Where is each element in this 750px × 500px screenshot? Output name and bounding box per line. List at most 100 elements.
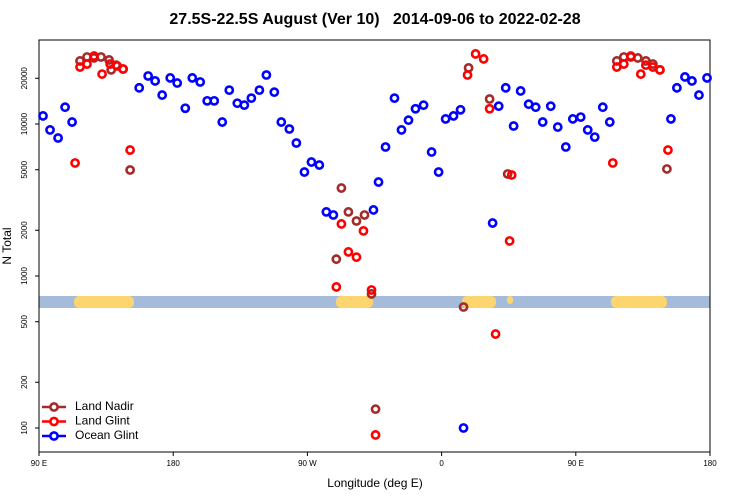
land-band	[462, 296, 496, 308]
point	[462, 70, 473, 80]
point	[490, 329, 501, 339]
land-band	[611, 296, 667, 308]
land-band	[507, 296, 513, 304]
point	[254, 85, 265, 96]
point	[150, 76, 161, 86]
point	[493, 101, 504, 112]
point	[299, 167, 310, 177]
point	[336, 183, 347, 193]
point	[680, 72, 690, 82]
point	[530, 102, 541, 113]
point	[560, 142, 571, 152]
point	[458, 423, 469, 433]
point	[373, 177, 384, 187]
point	[426, 147, 437, 157]
legend-label: Land Nadir	[75, 399, 134, 413]
y-tick-label: 500	[20, 315, 29, 329]
point	[239, 100, 250, 111]
point	[157, 90, 168, 100]
point	[125, 145, 136, 155]
point	[448, 111, 459, 121]
legend-marker	[49, 402, 59, 412]
point	[687, 76, 697, 86]
point	[662, 164, 672, 174]
points	[38, 49, 712, 440]
point	[165, 73, 176, 83]
point	[440, 114, 451, 124]
point	[97, 69, 107, 79]
point	[125, 165, 136, 175]
point	[458, 302, 469, 312]
point	[306, 157, 317, 167]
point	[370, 404, 381, 415]
point	[508, 121, 519, 131]
point	[470, 49, 481, 59]
point	[351, 252, 362, 263]
point	[143, 71, 154, 81]
point	[455, 104, 466, 115]
point	[403, 115, 414, 126]
point	[336, 219, 347, 229]
ocean-band	[39, 296, 710, 308]
point	[246, 93, 257, 104]
point	[343, 207, 354, 217]
point	[284, 124, 295, 134]
point	[515, 86, 526, 96]
y-tick-label: 1000	[20, 267, 29, 285]
point	[418, 100, 429, 111]
point	[351, 216, 362, 226]
point	[70, 158, 80, 168]
point	[589, 132, 600, 143]
point	[478, 54, 489, 64]
legend-marker	[49, 416, 59, 427]
point	[195, 77, 206, 87]
point	[487, 218, 498, 228]
y-tick-label: 100	[20, 421, 29, 435]
point	[331, 254, 342, 265]
point	[433, 167, 444, 177]
point	[276, 117, 287, 127]
point	[209, 95, 220, 106]
point	[545, 101, 556, 112]
point	[506, 170, 517, 180]
legend-label: Land Glint	[75, 414, 130, 428]
point	[217, 117, 228, 127]
y-tick-label: 5000	[20, 160, 29, 178]
point	[500, 82, 511, 93]
point	[604, 117, 615, 127]
x-tick-label: 0	[439, 459, 444, 468]
point	[702, 73, 712, 83]
point	[343, 247, 354, 257]
point	[45, 125, 55, 135]
point	[331, 282, 342, 292]
point	[118, 64, 128, 74]
point	[187, 73, 198, 83]
point	[484, 94, 495, 104]
point	[618, 59, 629, 69]
point	[663, 145, 673, 155]
y-tick-label: 10000	[20, 112, 29, 135]
point	[134, 82, 145, 93]
chart-title: 27.5S-22.5S August (Ver 10) 2014-09-06 t…	[169, 11, 580, 28]
point	[366, 285, 377, 295]
point	[575, 112, 586, 123]
x-tick-label: 90 E	[568, 459, 584, 468]
point	[654, 64, 665, 75]
point	[552, 122, 563, 132]
point	[38, 111, 48, 121]
point	[694, 90, 704, 100]
point	[269, 87, 280, 98]
point	[314, 160, 325, 170]
point	[380, 142, 391, 152]
point	[224, 85, 235, 96]
point	[172, 78, 183, 88]
point	[635, 69, 646, 79]
land-band	[74, 296, 134, 308]
point	[261, 70, 272, 80]
point	[53, 133, 63, 143]
point	[328, 210, 339, 220]
y-tick-label: 200	[20, 375, 29, 389]
